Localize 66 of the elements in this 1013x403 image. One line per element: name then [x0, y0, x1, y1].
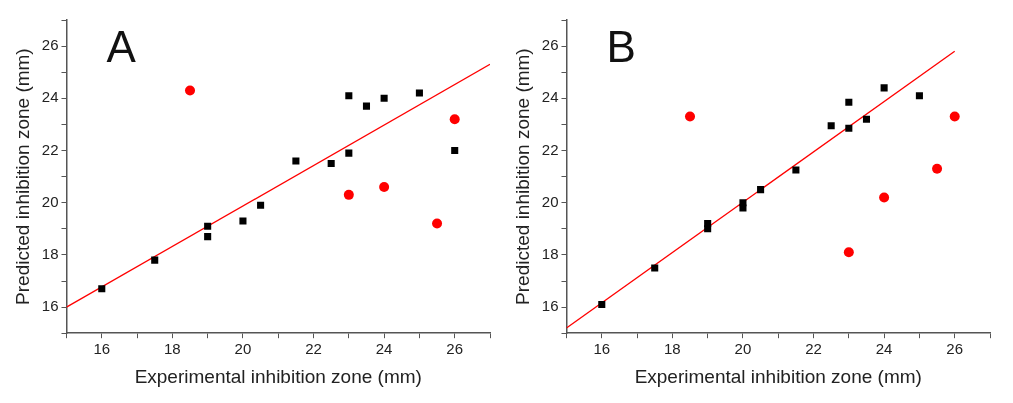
x-tick-label: 26 — [946, 340, 964, 358]
x-tick-label: 20 — [234, 340, 252, 358]
point — [449, 114, 460, 125]
point — [843, 247, 854, 258]
x-tick-label: 24 — [875, 340, 893, 358]
x-axis-title: Experimental inhibition zone (mm) — [634, 365, 922, 387]
y-tick-label: 16 — [41, 297, 59, 315]
point — [204, 233, 212, 241]
point — [362, 102, 371, 110]
point — [98, 285, 106, 293]
point — [185, 85, 196, 96]
point — [651, 264, 659, 272]
point — [704, 225, 712, 233]
x-axis-title: Experimental inhibition zone (mm) — [134, 365, 422, 387]
point — [292, 157, 300, 165]
point — [862, 115, 871, 123]
point — [827, 122, 835, 130]
y-tick-label: 20 — [541, 192, 559, 210]
y-tick-label: 18 — [41, 245, 59, 263]
y-axis-title: Predicted inhibition zone (mm) — [511, 48, 533, 305]
x-tick-label: 16 — [593, 340, 611, 358]
point — [380, 94, 388, 102]
y-tick-label: 24 — [541, 88, 559, 106]
x-tick-label: 20 — [734, 340, 752, 358]
y-tick-label: 24 — [41, 88, 59, 106]
point — [432, 218, 443, 229]
point — [845, 98, 853, 106]
point — [345, 92, 353, 100]
annotation: B — [606, 22, 636, 72]
point — [932, 163, 943, 174]
point — [343, 189, 354, 200]
point — [879, 192, 890, 203]
point — [257, 201, 265, 209]
x-tick-label: 22 — [305, 340, 322, 358]
y-tick-label: 22 — [41, 140, 59, 158]
point — [880, 84, 888, 92]
point — [915, 92, 923, 100]
point — [451, 146, 459, 155]
y-tick-label: 26 — [541, 36, 559, 54]
point — [415, 89, 423, 97]
point — [598, 300, 606, 309]
x-tick-label: 24 — [375, 340, 393, 358]
point — [379, 182, 390, 193]
point — [757, 186, 765, 194]
point — [792, 166, 800, 174]
point — [949, 111, 960, 122]
y-tick-label: 16 — [541, 297, 559, 315]
x-tick-label: 22 — [805, 340, 822, 358]
y-tick-label: 22 — [541, 140, 559, 158]
y-tick-label: 20 — [41, 192, 59, 210]
point — [151, 256, 159, 264]
point — [845, 124, 853, 132]
point — [239, 217, 247, 225]
y-tick-label: 26 — [41, 36, 59, 54]
point — [685, 111, 696, 122]
point — [739, 204, 747, 212]
x-tick-label: 26 — [446, 340, 464, 358]
x-tick-label: 16 — [93, 340, 111, 358]
point — [345, 149, 353, 157]
point — [327, 160, 335, 168]
point — [204, 222, 212, 230]
annotation: A — [106, 22, 137, 72]
x-tick-label: 18 — [164, 340, 181, 358]
y-tick-label: 18 — [541, 245, 559, 263]
x-tick-label: 18 — [664, 340, 681, 358]
y-axis-title: Predicted inhibition zone (mm) — [11, 48, 33, 305]
